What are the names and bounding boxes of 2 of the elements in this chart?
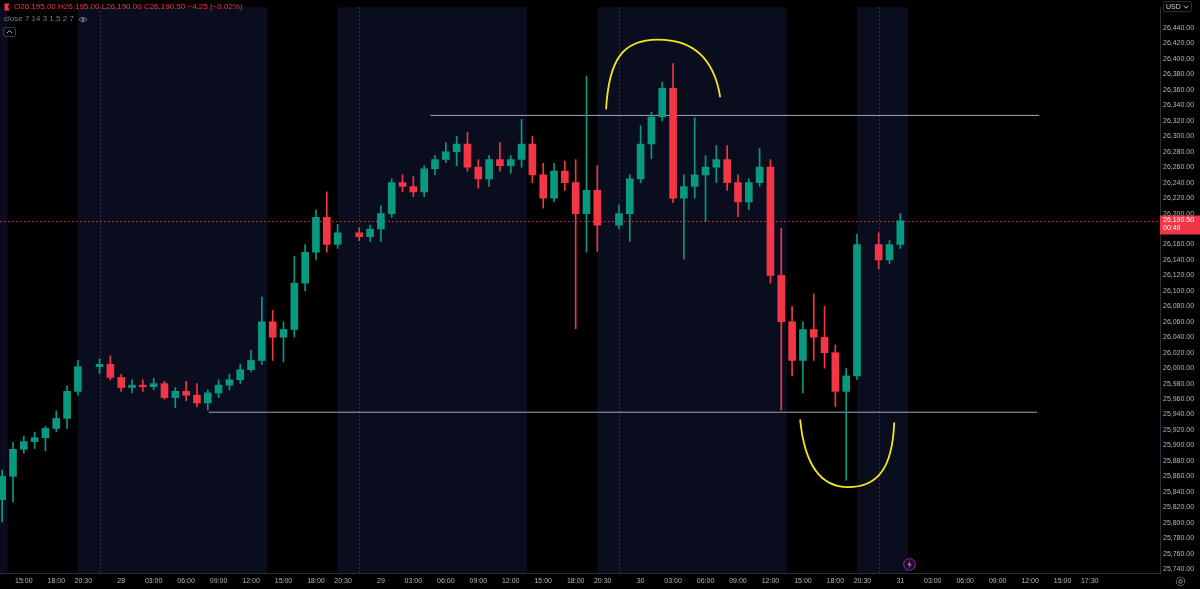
chart-subtitle: O26,195.00 H26,195.00 L26,190.00 C26,190.50 −4.25 (−0.02%): [14, 2, 243, 12]
annotation: close 7 14 3 1.5 2 7: [4, 14, 74, 24]
